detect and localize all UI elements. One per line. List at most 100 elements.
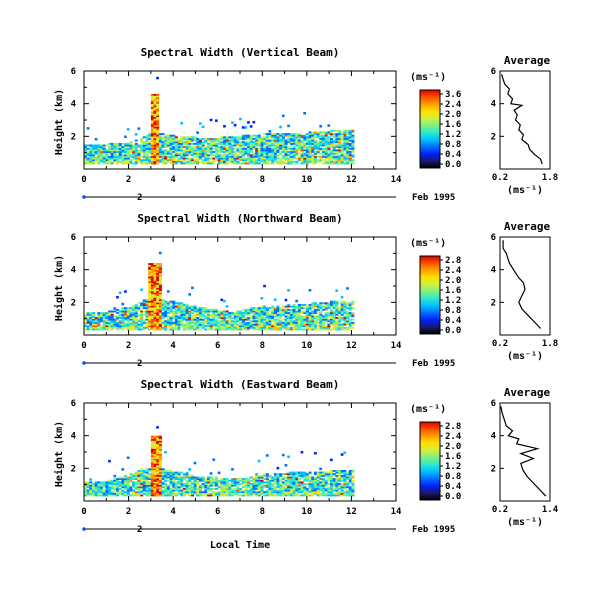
heatmap-cell [241, 155, 245, 158]
heatmap-cell [351, 307, 355, 310]
heatmap-cell [201, 152, 205, 155]
heatmap-cell [220, 494, 224, 497]
heatmap-cell [145, 154, 149, 157]
heatmap-cell [212, 478, 216, 480]
heatmap-cell [292, 151, 296, 153]
heatmap-cell [324, 328, 328, 331]
heatmap-cell [322, 131, 325, 134]
heatmap-cell [268, 313, 272, 316]
heatmap-cell [215, 138, 218, 140]
heatmap-cell [314, 317, 317, 319]
heatmap-cell [284, 151, 288, 153]
heatmap-cell [249, 487, 253, 490]
heatmap-cell [140, 474, 144, 477]
heatmap-cell [129, 149, 133, 152]
heatmap-cell [153, 263, 157, 265]
average-xlabel: (ms⁻¹) [507, 351, 543, 362]
heatmap-cell [289, 149, 293, 152]
heatmap-cell [108, 481, 112, 484]
heatmap-cell [273, 326, 277, 329]
heatmap-cell [174, 147, 178, 150]
heatmap-cell [319, 152, 323, 155]
heatmap-cell [217, 328, 221, 331]
heatmap-cell [346, 476, 350, 479]
heatmap-cell [140, 470, 144, 472]
heatmap-cell [156, 323, 160, 326]
heatmap-cell [164, 154, 168, 157]
heatmap-cell [148, 308, 152, 311]
heatmap-cell [153, 484, 157, 487]
heatmap-cell [84, 317, 87, 319]
heatmap-cell [263, 138, 267, 140]
heatmap-cell [134, 326, 138, 329]
heatmap-cell [348, 304, 352, 306]
heatmap-cell [188, 494, 192, 497]
heatmap-cell [314, 142, 317, 145]
heatmap-cell [223, 138, 227, 140]
heatmap-cell [289, 308, 293, 311]
heatmap-cell [223, 494, 227, 497]
heatmap-cell [172, 492, 176, 495]
heatmap-cell [185, 154, 189, 157]
heatmap-cell [177, 489, 181, 492]
heatmap-cell [161, 308, 165, 311]
heatmap-cell [116, 154, 120, 157]
heatmap-cell [343, 133, 347, 135]
heatmap-cell [209, 149, 213, 152]
heatmap-cell [311, 159, 315, 162]
heatmap-cell [182, 484, 186, 487]
heatmap-cell [110, 318, 114, 321]
heatmap-cell [316, 315, 320, 318]
heatmap-cell [177, 474, 181, 477]
heatmap-cell [110, 144, 114, 147]
heatmap-cell [233, 481, 237, 484]
heatmap-cell [265, 142, 269, 145]
heatmap-cell [161, 305, 165, 308]
heatmap-cell [327, 144, 331, 147]
heatmap-cell [164, 142, 168, 145]
heatmap-cell [105, 144, 109, 147]
average-frame [499, 402, 551, 502]
heatmap-cell [156, 290, 160, 293]
heatmap-cell [148, 481, 152, 484]
heatmap-cell [233, 321, 237, 324]
heatmap-cell [265, 321, 269, 324]
heatmap-cell [174, 313, 178, 316]
heatmap-cell [324, 152, 328, 155]
heatmap-cell [148, 149, 152, 152]
heatmap-cell [297, 159, 301, 162]
heatmap-cell [150, 487, 154, 490]
heatmap-cell [239, 321, 243, 324]
heatmap-cell [273, 151, 277, 153]
heatmap-cell [134, 483, 138, 485]
heatmap-cell [322, 483, 325, 485]
heatmap-cell [306, 313, 309, 316]
heatmap-cell [327, 491, 331, 494]
heatmap-cell [303, 486, 307, 489]
heatmap-cell [84, 147, 87, 150]
heatmap-cell [207, 483, 210, 485]
heatmap-cell [97, 157, 101, 160]
heatmap-cell [158, 494, 162, 497]
heatmap-cell [158, 438, 162, 441]
heatmap-cell [233, 326, 237, 329]
heatmap-cell [153, 131, 157, 134]
heatmap-cell [244, 142, 248, 145]
heatmap-cell [319, 133, 323, 135]
heatmap-cell [346, 320, 350, 323]
heatmap-cell [134, 159, 138, 162]
heatmap-cell [220, 317, 224, 319]
heatmap-cell [297, 491, 301, 494]
heatmap-cell [148, 268, 152, 270]
heatmap-cell [158, 450, 162, 453]
heatmap-cell [231, 483, 235, 485]
heatmap-cell [129, 318, 133, 321]
heatmap-cell [244, 160, 248, 163]
heatmap-cell [169, 160, 173, 163]
heatmap-cell [241, 491, 245, 494]
heatmap-cell [94, 321, 98, 324]
heatmap-cell [156, 313, 160, 316]
heatmap-cell [340, 323, 344, 326]
heatmap-cell [150, 310, 154, 313]
heatmap-cell [297, 308, 301, 311]
